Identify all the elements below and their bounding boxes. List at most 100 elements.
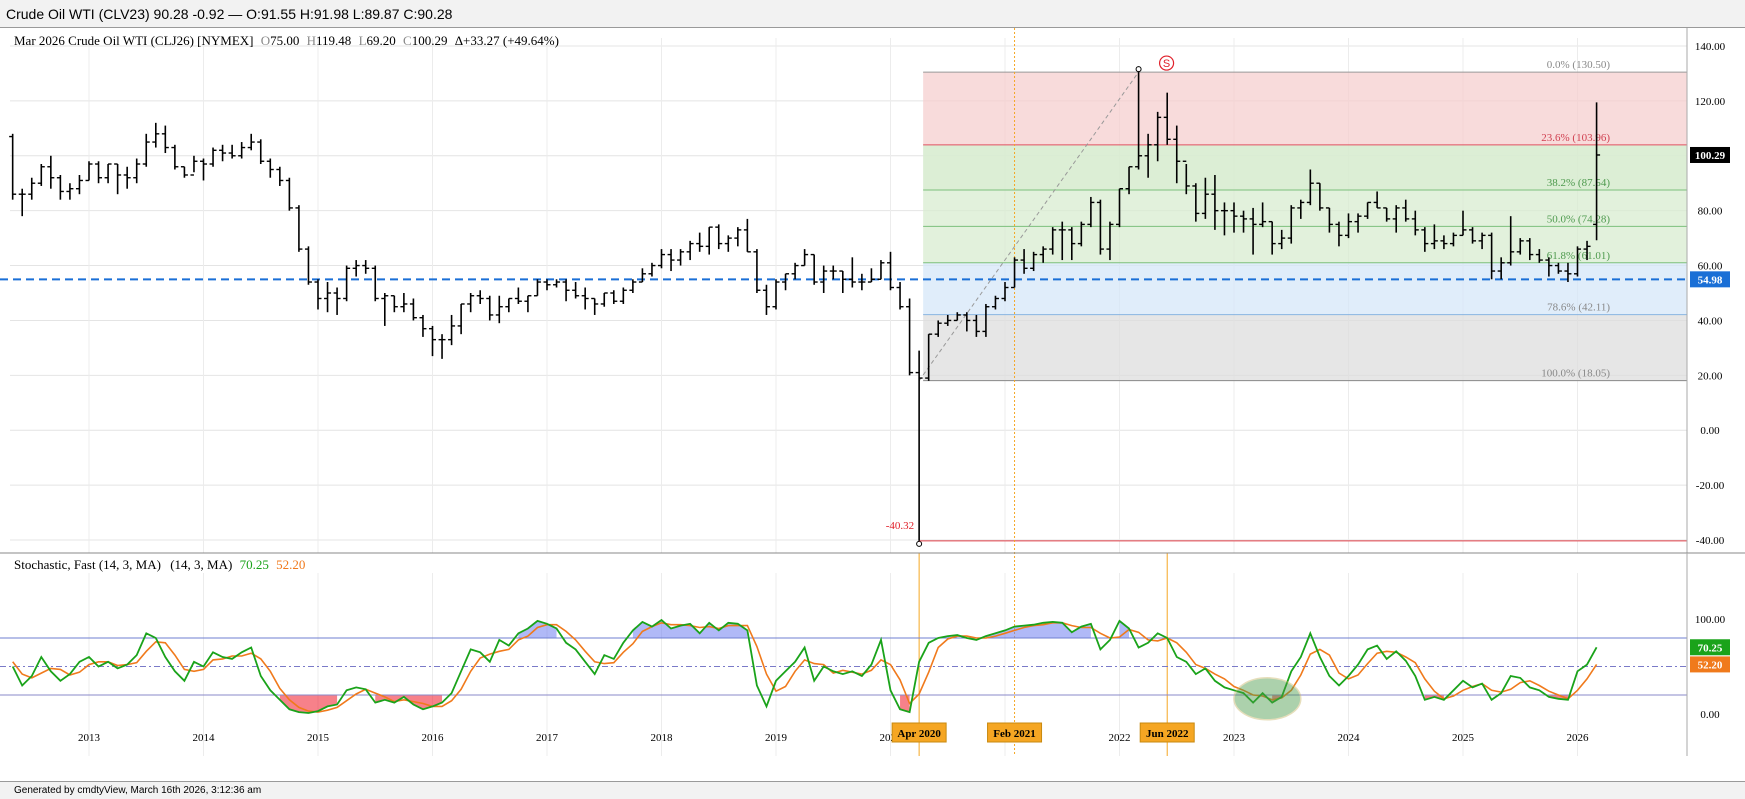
price-tick-label: -40.00 — [1696, 535, 1725, 547]
signal-marker-label: S — [1163, 58, 1170, 70]
ohlc-bar — [1316, 182, 1324, 211]
ohlc-bar — [867, 268, 875, 283]
x-tick-label: 2014 — [193, 732, 216, 744]
fib-zone — [923, 314, 1687, 381]
stochastic-levels — [0, 637, 1687, 696]
ohlc-bar — [37, 164, 45, 186]
ohlc-bar — [304, 246, 312, 285]
ohlc-bar — [47, 155, 55, 189]
ohlc-bar — [734, 227, 742, 247]
ohlc-bar — [1287, 205, 1295, 244]
x-tick-label: 2023 — [1223, 732, 1246, 744]
ohlc-bar — [123, 166, 131, 189]
event-marker-labels: Apr 2020 Feb 2021 Jun 2022 — [891, 722, 1195, 743]
ohlc-bar — [1116, 188, 1123, 228]
ohlc-bar — [429, 325, 436, 357]
ohlc-bar — [772, 279, 780, 310]
stochastic-y-axis[interactable]: 100.00 0.00 70.25 52.20 — [1690, 614, 1730, 721]
price-panel[interactable]: 0.0% (130.50) 23.6% (103.96) 38.2% (87.54)… — [0, 28, 1745, 756]
event-marker-label: Jun 2022 — [1146, 728, 1189, 740]
time-x-axis[interactable]: 2013201420152016201720182019202020212022… — [78, 732, 1589, 744]
ohlc-bar — [1039, 246, 1047, 263]
fib-zone — [923, 72, 1687, 145]
ohlc-bar — [1373, 191, 1381, 209]
ohlc-bar — [1220, 202, 1228, 236]
low-annotation: -40.32 — [886, 520, 914, 532]
ohlc-bar — [314, 279, 322, 310]
fib-trendline — [918, 71, 1139, 381]
x-tick-label: 2018 — [651, 732, 674, 744]
ohlc-bar — [1583, 240, 1591, 261]
chart-canvas[interactable]: 0.0% (130.50) 23.6% (103.96) 38.2% (87.54)… — [0, 28, 1745, 781]
ohlc-bar — [257, 139, 265, 165]
ohlc-bar — [1077, 221, 1085, 247]
ohlc-bar — [820, 265, 828, 293]
ohlc-bar — [1096, 199, 1104, 255]
ohlc-bar — [829, 265, 837, 280]
stochastic-tick-label: 100.00 — [1695, 614, 1726, 626]
stochastic-tick-label: 0.00 — [1700, 709, 1720, 721]
ohlc-bar — [686, 240, 694, 261]
fib-level-label: 78.6% (42.11) — [1547, 302, 1610, 314]
ohlc-bar — [1154, 111, 1162, 162]
ohlc-bar — [753, 249, 761, 293]
ohlc-bar — [343, 265, 351, 302]
ohlc-bar — [1469, 227, 1477, 244]
price-tick-label: -20.00 — [1696, 480, 1725, 492]
ohlc-bar — [1230, 202, 1238, 233]
ohlc-bar — [1087, 196, 1095, 228]
ohlc-bar — [1049, 227, 1057, 255]
ohlc-bar — [1383, 207, 1391, 222]
ohlc-bar — [295, 205, 303, 252]
stochastic-k-line — [11, 618, 1598, 714]
d-value-label: 52.20 — [1698, 659, 1723, 671]
ohlc-bar — [85, 161, 93, 182]
price-tick-label: 40.00 — [1698, 315, 1723, 327]
ohlc-bar — [190, 155, 198, 176]
ohlc-bar — [705, 226, 713, 255]
stochastic-panel[interactable]: 100.00 0.00 70.25 52.20 Stochastic, Fast (1… — [0, 553, 1730, 756]
fib-level-label: 50.0% (74.28) — [1547, 213, 1611, 225]
event-marker-badge — [1139, 722, 1195, 743]
ohlc-bar — [238, 142, 246, 159]
ohlc-bar — [963, 312, 971, 332]
ohlc-bar — [457, 303, 465, 335]
x-tick-label: 2026 — [1567, 732, 1590, 744]
ohlc-bar — [18, 188, 26, 217]
price-tick-label: 60.00 — [1698, 261, 1723, 273]
ohlc-bar — [1020, 249, 1028, 274]
footer-text: Generated by cmdtyView, March 16th 2026,… — [14, 785, 262, 796]
ohlc-bar — [1516, 238, 1524, 255]
ohlc-bar — [925, 333, 933, 381]
ohlc-bar — [953, 312, 961, 322]
ohlc-bar — [1240, 210, 1248, 233]
ohlc-bar — [276, 166, 284, 186]
price-tick-label: 80.00 — [1698, 206, 1723, 218]
ohlc-bar — [228, 144, 236, 159]
ohlc-bar — [180, 166, 188, 178]
price-overlays: -40.32 — [0, 28, 1687, 756]
ohlc-bar — [572, 282, 580, 299]
ohlc-bar — [285, 177, 293, 211]
ohlc-bar — [1068, 227, 1076, 261]
ohlc-bar — [75, 174, 83, 195]
ohlc-bar — [600, 292, 608, 307]
fib-level-label: 100.0% (18.05) — [1541, 368, 1610, 380]
price-y-axis[interactable]: 140.00120.00100.0080.0060.0040.0020.000.… — [1690, 41, 1730, 547]
ohlc-bar — [1192, 183, 1200, 222]
fib-zone — [923, 144, 1687, 190]
x-tick-label: 2025 — [1452, 732, 1475, 744]
ohlc-bar — [1182, 160, 1190, 195]
ohlc-bar — [1249, 207, 1257, 255]
x-tick-label: 2024 — [1338, 732, 1361, 744]
ohlc-bar — [1593, 102, 1601, 241]
ohlc-bar — [247, 133, 255, 151]
event-marker-label: Apr 2020 — [897, 728, 941, 740]
ohlc-bar — [152, 122, 160, 148]
fib-level-label: 23.6% (103.96) — [1541, 132, 1610, 144]
ohlc-bar — [1011, 257, 1019, 289]
ohlc-bar — [1526, 238, 1534, 261]
ohlc-bar — [724, 235, 732, 252]
last-price-badge — [1690, 146, 1730, 163]
x-tick-label: 2016 — [422, 732, 445, 744]
